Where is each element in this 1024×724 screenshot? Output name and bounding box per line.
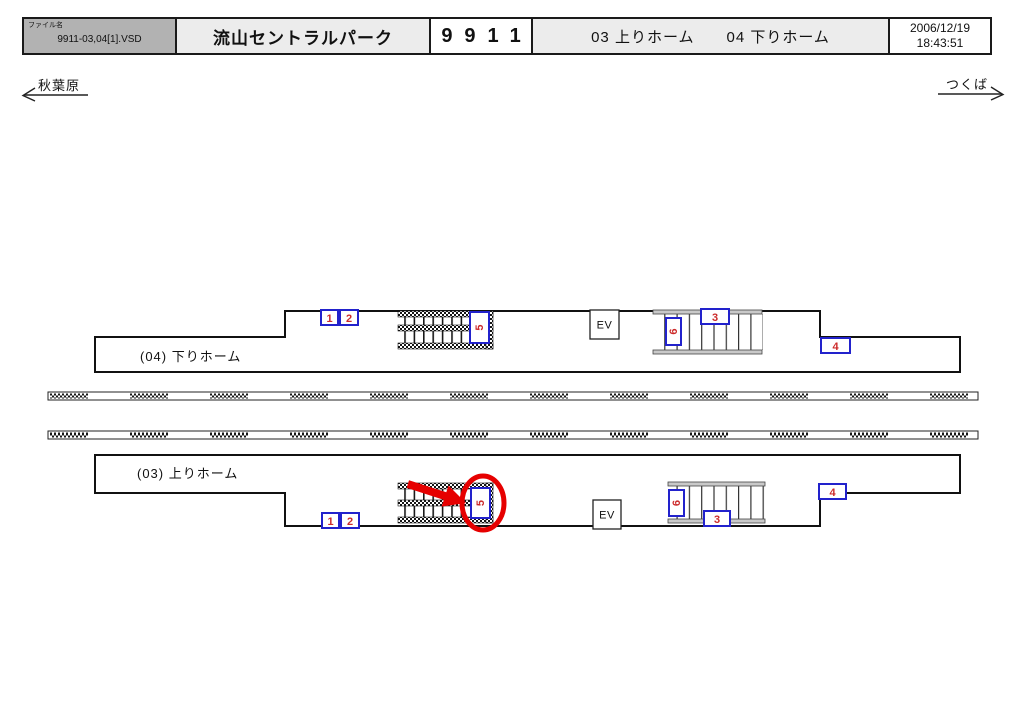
up-marker-3-box bbox=[703, 510, 731, 527]
up-ev-label: EV bbox=[599, 510, 615, 522]
datetime-cell: 2006/12/19 18:43:51 bbox=[888, 17, 992, 55]
highlight-arrow-icon bbox=[406, 480, 466, 507]
direction-left-label: 秋葉原 bbox=[38, 78, 80, 93]
right-arrow-icon bbox=[990, 86, 1005, 101]
down-ev-label: EV bbox=[597, 320, 613, 332]
up-marker-2-box bbox=[340, 512, 360, 529]
station-title: 流山セントラルパーク bbox=[175, 17, 431, 55]
up-platform-elevator: EV bbox=[592, 499, 622, 530]
down-marker-6: 6 bbox=[668, 328, 680, 334]
direction-akihabara: 秋葉原 bbox=[21, 78, 88, 102]
file-name-value: 9911-03,04[1].VSD bbox=[57, 34, 142, 45]
up-platform-markers: 1 2 5 6 3 4 bbox=[321, 483, 847, 529]
up-marker-5: 5 bbox=[475, 500, 487, 506]
down-marker-4-box bbox=[820, 337, 851, 354]
file-name-cell: ファイル名 9911-03,04[1].VSD bbox=[22, 17, 177, 55]
up-marker-4: 4 bbox=[829, 487, 836, 499]
down-marker-5-box bbox=[469, 311, 490, 344]
up-marker-5-box bbox=[470, 487, 491, 519]
file-name-label: ファイル名 bbox=[28, 22, 63, 29]
direction-tsukuba: つくば bbox=[938, 77, 1005, 101]
down-marker-3: 3 bbox=[712, 312, 718, 324]
down-marker-2: 2 bbox=[346, 313, 352, 325]
up-marker-1: 1 bbox=[327, 516, 333, 528]
date-value: 2006/12/19 bbox=[909, 21, 971, 35]
track-upper bbox=[47, 391, 979, 401]
title-bar: ファイル名 9911-03,04[1].VSD 流山セントラルパーク 9911 … bbox=[22, 17, 992, 55]
down-marker-3-box bbox=[700, 308, 730, 325]
left-arrow-icon bbox=[21, 87, 36, 102]
highlight-circle bbox=[459, 473, 507, 533]
up-marker-2: 2 bbox=[347, 516, 353, 528]
track-lower bbox=[47, 430, 979, 440]
down-platform-elevator: EV bbox=[589, 309, 620, 340]
down-marker-4: 4 bbox=[832, 341, 839, 353]
up-marker-4-box bbox=[818, 483, 847, 500]
station-number: 9911 bbox=[429, 17, 533, 55]
time-value: 18:43:51 bbox=[916, 36, 964, 50]
down-marker-2-box bbox=[339, 309, 359, 326]
highlight-annotation bbox=[406, 473, 507, 533]
up-marker-6: 6 bbox=[671, 500, 683, 506]
up-platform-label: (03) 上りホーム bbox=[137, 466, 238, 481]
down-marker-1-box bbox=[320, 309, 339, 326]
down-marker-6-box bbox=[665, 317, 682, 346]
direction-right-label: つくば bbox=[946, 77, 988, 92]
down-marker-5: 5 bbox=[474, 324, 486, 330]
up-marker-1-box bbox=[321, 512, 340, 529]
down-platform-markers: 1 2 5 6 3 4 bbox=[320, 308, 851, 354]
down-marker-1: 1 bbox=[326, 313, 332, 325]
down-platform-label: (04) 下りホーム bbox=[140, 349, 241, 364]
up-marker-3: 3 bbox=[714, 514, 720, 526]
up-marker-6-box bbox=[668, 489, 685, 517]
platforms-label: 03 上りホーム 04 下りホーム bbox=[531, 17, 890, 55]
